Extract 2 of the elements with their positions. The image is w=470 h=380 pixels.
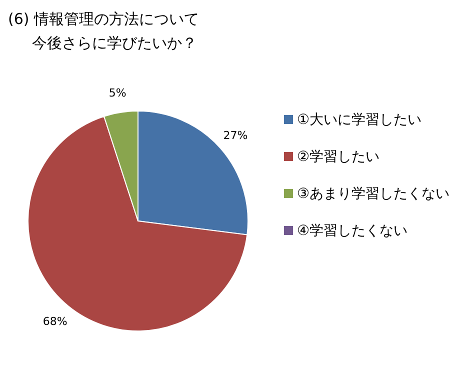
subtitle: 今後さらに学びたいか？ [32,34,197,52]
title: (6) 情報管理の方法について [8,10,200,28]
